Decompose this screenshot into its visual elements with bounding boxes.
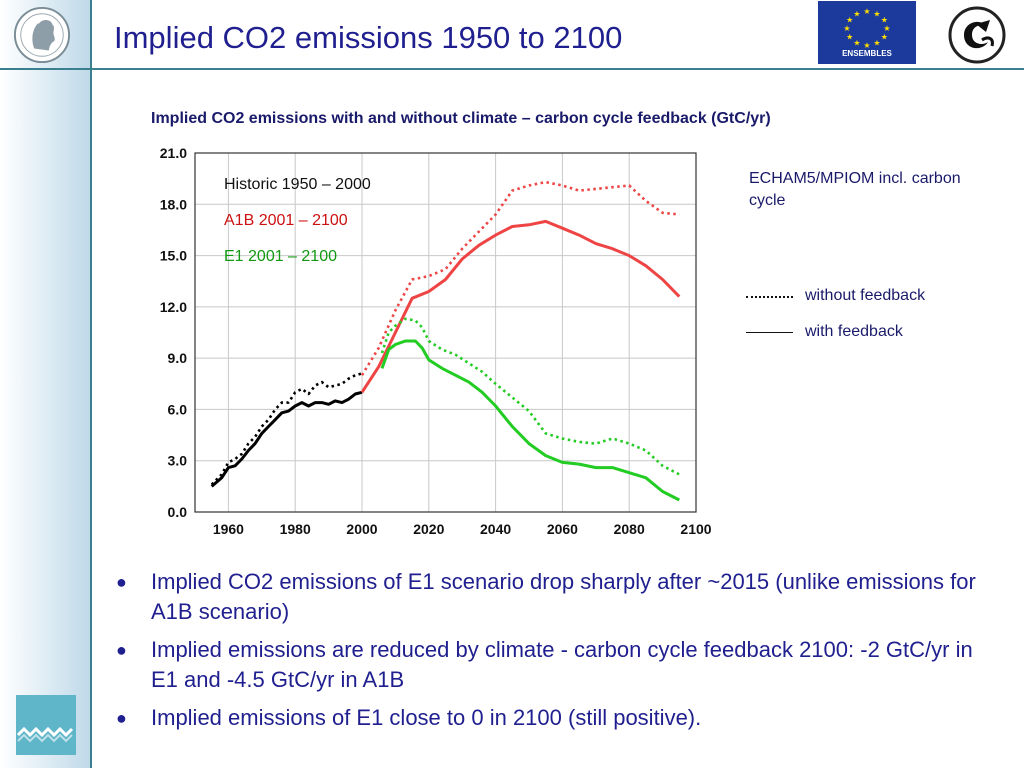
legend-with-feedback: with feedback	[746, 323, 986, 343]
y-tick-label: 18.0	[160, 196, 187, 212]
left-sidebar	[0, 0, 92, 768]
x-tick-label: 2080	[614, 521, 645, 537]
bullet-item: ● Implied CO2 emissions of E1 scenario dr…	[114, 567, 1004, 627]
series-line-dotted	[380, 317, 680, 476]
chart-annotation: Historic 1950 – 2000	[224, 176, 371, 193]
y-tick-label: 21.0	[160, 145, 187, 161]
emissions-line-chart: 0.0 3.0 6.0 9.0 12.0 15.0 18.0 21.0 1960 1980 2000…	[160, 145, 712, 537]
x-tick-label: 2100	[680, 521, 711, 537]
eu-star-icon: ★	[873, 39, 880, 48]
bullet-text: Implied emissions of E1 close to 0 in 21…	[151, 705, 702, 730]
eu-star-icon: ★	[863, 7, 870, 16]
solid-line-sample	[746, 332, 793, 333]
zmaw-logo-icon	[16, 695, 76, 755]
eu-star-icon: ★	[853, 9, 860, 18]
eu-star-icon: ★	[883, 24, 890, 33]
bullet-dot-icon: ●	[116, 640, 127, 660]
y-tick-label: 3.0	[168, 453, 188, 469]
eu-star-icon: ★	[881, 33, 888, 42]
x-tick-label: 2000	[346, 521, 377, 537]
eu-star-icon: ★	[873, 9, 880, 18]
x-tick-label: 2060	[547, 521, 578, 537]
bullet-text: Implied CO2 emissions of E1 scenario dro…	[151, 569, 976, 624]
eu-star-icon: ★	[853, 39, 860, 48]
legend-with-feedback-label: with feedback	[805, 323, 903, 340]
y-tick-label: 9.0	[168, 350, 188, 366]
x-tick-label: 1980	[280, 521, 311, 537]
ensembles-logo-text: ENSEMBLES	[842, 49, 892, 58]
header-divider	[0, 68, 1024, 70]
eu-star-icon: ★	[881, 16, 888, 25]
series-line-solid	[360, 219, 681, 394]
series-line-solid	[210, 390, 363, 488]
slide-title: Implied CO2 emissions 1950 to 2100	[114, 20, 623, 55]
y-tick-label: 12.0	[160, 299, 187, 315]
dkrz-logo-icon	[948, 6, 1006, 64]
bullet-dot-icon: ●	[116, 572, 127, 592]
y-tick-label: 15.0	[160, 248, 187, 264]
bullet-dot-icon: ●	[116, 708, 127, 728]
bullet-item: ● Implied emissions of E1 close to 0 in 2…	[114, 703, 1004, 733]
x-tick-label: 1960	[213, 521, 244, 537]
eu-star-icon: ★	[863, 41, 870, 50]
bullet-text: Implied emissions are reduced by climate…	[151, 637, 973, 692]
plot-frame	[194, 152, 697, 513]
bullet-list: ● Implied CO2 emissions of E1 scenario dr…	[114, 567, 1004, 741]
chart-annotation: A1B 2001 – 2100	[224, 212, 348, 229]
y-tick-label: 6.0	[168, 401, 188, 417]
eu-star-icon: ★	[843, 24, 850, 33]
series-line-solid	[380, 339, 680, 502]
series-line-dotted	[210, 372, 363, 486]
chart-title: Implied CO2 emissions with and without c…	[151, 110, 771, 127]
model-note: ECHAM5/MPIOM incl. carbon cycle	[749, 170, 961, 209]
dotted-line-sample	[746, 296, 793, 298]
eu-star-icon: ★	[846, 16, 853, 25]
x-tick-label: 2040	[480, 521, 511, 537]
x-tick-label: 2020	[413, 521, 444, 537]
legend-without-feedback-label: without feedback	[805, 287, 926, 304]
chart-annotation: E1 2001 – 2100	[224, 248, 337, 265]
y-tick-label: 0.0	[168, 504, 188, 520]
series-line-dotted	[360, 180, 680, 376]
legend-without-feedback: without feedback	[746, 287, 986, 307]
ensembles-logo-icon: ★★★★★★★★★ ★ ★★ ENSEMBLES	[818, 1, 916, 64]
eu-star-icon: ★	[846, 33, 853, 42]
bullet-item: ● Implied emissions are reduced by climat…	[114, 635, 1004, 695]
max-planck-logo-icon	[13, 6, 71, 64]
